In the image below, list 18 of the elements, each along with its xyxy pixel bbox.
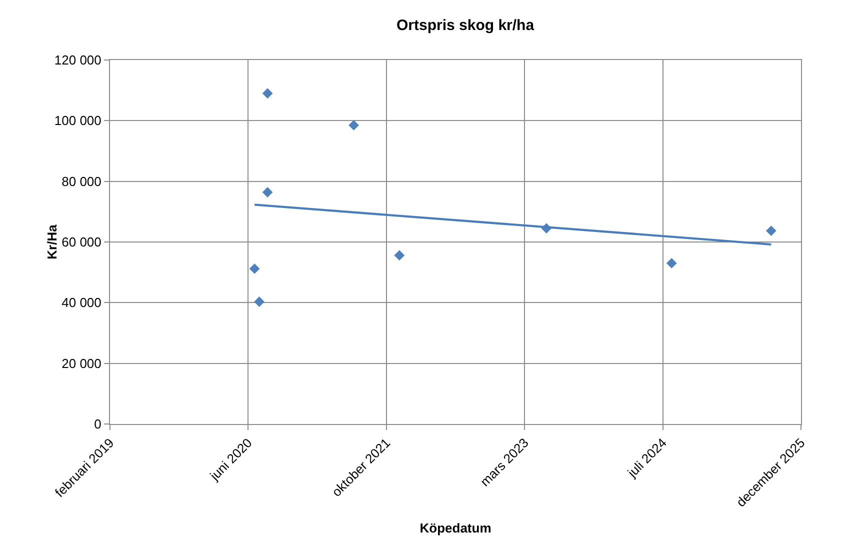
point [262, 187, 273, 198]
x-axis-title: Köpedatum [420, 520, 492, 536]
point [249, 263, 260, 274]
y-tick-label: 20 000 [62, 356, 102, 371]
y-axis-title: Kr/Ha [44, 224, 60, 260]
y-tick-label: 100 000 [54, 113, 102, 128]
y-tick-label: 0 [94, 416, 102, 432]
y-tick-label: 80 000 [62, 174, 102, 189]
y-tick-label: 40 000 [62, 295, 102, 310]
point [254, 296, 264, 307]
point [262, 88, 273, 99]
point [666, 258, 677, 268]
point [766, 226, 776, 236]
chart-title: Ortspris skog kr/ha [396, 17, 535, 34]
point [394, 250, 405, 261]
point [348, 120, 359, 130]
y-tick-label: 120 000 [54, 52, 102, 68]
y-tick-label: 60 000 [62, 234, 102, 250]
